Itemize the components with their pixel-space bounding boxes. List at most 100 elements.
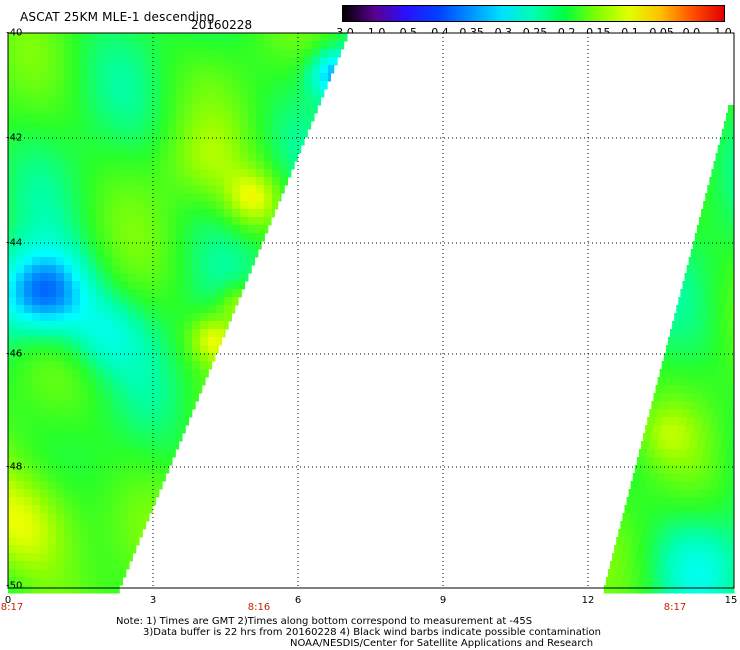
swath-cell	[80, 105, 89, 114]
swath-cell	[328, 49, 337, 58]
swath-cell	[272, 33, 281, 42]
swath-cell	[224, 225, 233, 234]
swath-cell	[24, 97, 33, 106]
swath-cell	[629, 577, 639, 586]
swath-cell	[24, 353, 33, 362]
swath-cell	[128, 369, 137, 378]
swath-cell	[64, 121, 73, 130]
swath-cell	[96, 561, 105, 570]
swath-cell	[674, 497, 684, 506]
swath-cell	[112, 305, 121, 314]
swath-cell	[40, 137, 49, 146]
swath-cell	[136, 185, 145, 194]
swath-cell	[24, 249, 33, 258]
swath-cell	[710, 449, 720, 458]
swath-cell	[64, 41, 73, 50]
swath-cell	[88, 97, 97, 106]
swath-cell	[264, 121, 273, 130]
swath-cell	[8, 433, 17, 442]
swath-cell	[691, 401, 700, 410]
swath-cell	[320, 81, 328, 90]
swath-cell	[152, 225, 161, 234]
swath-cell	[640, 473, 650, 482]
swath-cell	[216, 281, 225, 290]
swath-cell	[32, 273, 41, 282]
swath-cell	[160, 97, 169, 106]
swath-cell	[72, 433, 81, 442]
swath-cell	[40, 153, 49, 162]
swath-cell	[184, 233, 193, 242]
swath-cell	[8, 393, 17, 402]
swath-cell	[152, 361, 161, 370]
swath-cell	[8, 561, 17, 570]
swath-cell	[56, 409, 65, 418]
swath-cell	[144, 457, 153, 466]
swath-cell	[96, 305, 105, 314]
swath-cell	[40, 497, 49, 506]
swath-cell	[8, 241, 17, 250]
swath-cell	[706, 313, 715, 322]
swath-cell	[176, 337, 185, 346]
swath-cell	[184, 289, 193, 298]
swath-cell	[120, 177, 129, 186]
swath-cell	[112, 441, 121, 450]
swath-cell	[64, 145, 73, 154]
swath-cell	[64, 513, 73, 522]
swath-cell	[661, 425, 670, 434]
swath-cell	[120, 409, 129, 418]
swath-cell	[112, 497, 121, 506]
swath-cell	[32, 545, 41, 554]
swath-cell	[32, 185, 41, 194]
swath-cell	[88, 225, 97, 234]
swath-cell	[96, 121, 105, 130]
swath-cell	[128, 537, 137, 546]
swath-cell	[56, 65, 65, 74]
swath-cell	[256, 233, 265, 242]
swath-cell	[200, 297, 209, 306]
swath-cell	[88, 81, 97, 90]
swath-cell	[32, 401, 41, 410]
swath-cell	[695, 353, 705, 362]
swath-cell	[160, 321, 169, 330]
swath-cell	[80, 553, 89, 562]
swath-cell	[256, 89, 265, 98]
swath-cell	[40, 241, 49, 250]
swath-cell	[24, 585, 33, 594]
swath-cell	[642, 529, 651, 538]
swath-cell	[32, 377, 41, 386]
swath-cell	[104, 585, 113, 594]
swath-cell	[40, 265, 49, 274]
swath-cell	[684, 521, 693, 530]
swath-cell	[296, 121, 305, 130]
swath-cell	[192, 353, 201, 362]
swath-cell	[699, 585, 709, 594]
swath-cell	[120, 305, 129, 314]
swath-cell	[240, 273, 249, 282]
swath-cell	[144, 105, 153, 114]
swath-cell	[72, 265, 81, 274]
swath-cell	[280, 193, 282, 202]
swath-cell	[120, 49, 129, 58]
swath-cell	[168, 401, 177, 410]
swath-cell	[729, 345, 735, 354]
swath-cell	[136, 449, 145, 458]
swath-cell	[104, 193, 113, 202]
swath-cell	[674, 465, 684, 474]
swath-cell	[176, 193, 185, 202]
swath-cell	[88, 49, 97, 58]
swath-cell	[248, 129, 257, 138]
swath-cell	[24, 153, 33, 162]
swath-cell	[720, 505, 729, 514]
swath-cell	[96, 337, 105, 346]
swath-cell	[24, 417, 33, 426]
swath-cell	[710, 233, 720, 242]
swath-cell	[264, 73, 273, 82]
swath-cell	[24, 369, 33, 378]
swath-cell	[152, 273, 161, 282]
swath-cell	[32, 49, 41, 58]
swath-cell	[56, 433, 65, 442]
swath-cell	[96, 345, 105, 354]
swath-cell	[120, 561, 129, 570]
swath-cell	[48, 385, 57, 394]
swath-cell	[48, 497, 57, 506]
